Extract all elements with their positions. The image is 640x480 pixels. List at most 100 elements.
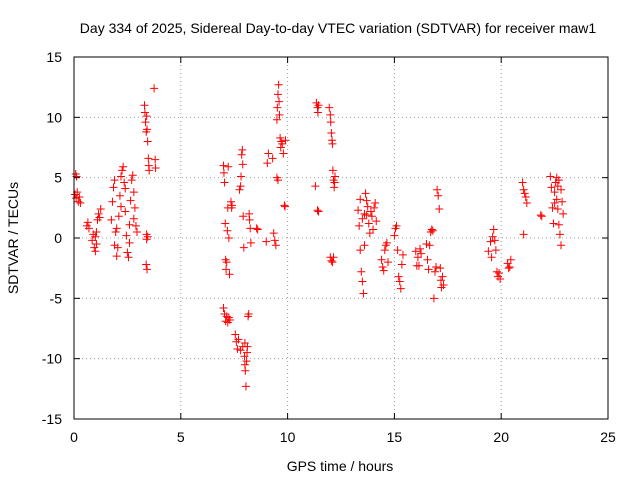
data-point [422,240,431,249]
data-point [219,168,228,177]
data-point [228,201,237,210]
data-point [486,237,495,246]
data-point [241,366,250,375]
grid [74,57,608,419]
data-point [225,270,234,279]
data-point [490,236,499,245]
data-point [114,212,123,221]
data-point [558,197,567,206]
data-point [425,241,434,250]
data-point [326,110,335,119]
data-point [428,226,437,235]
data-point [121,184,130,193]
data-point [487,253,496,262]
data-point [554,176,563,185]
data-point [548,203,557,212]
data-point [118,166,127,175]
data-point [377,255,386,264]
x-tick-label: 15 [387,429,403,445]
data-point [417,249,426,258]
data-point [88,236,97,245]
data-point [396,284,405,293]
data-point [362,196,371,205]
data-point [432,262,441,271]
data-point [83,218,92,227]
y-axis-label: SDTVAR / TECUs [5,182,21,294]
data-point [281,202,290,211]
x-axis-label: GPS time / hours [287,458,394,474]
data-point [328,258,337,267]
data-point [361,189,370,198]
data-point [111,227,120,236]
x-tick-label: 20 [493,429,509,445]
data-point [552,195,561,204]
data-point [325,103,334,112]
data-point [354,206,363,215]
data-point [92,240,101,249]
data-point [245,215,254,224]
data-point [142,112,151,121]
data-point [268,154,277,163]
data-point [127,176,136,185]
data-point [521,192,530,201]
data-point [397,260,406,269]
data-point [121,207,130,216]
data-point [142,235,151,244]
data-point [141,118,150,127]
data-point [74,197,83,206]
data-point [550,188,559,197]
data-point [434,191,443,200]
data-point [331,172,340,181]
chart-title: Day 334 of 2025, Sidereal Day-to-day VTE… [80,20,597,36]
data-point [367,212,376,221]
data-point [224,162,233,171]
data-point [398,250,407,259]
data-point [519,185,528,194]
data-point [328,139,337,148]
y-tick-label: 0 [54,230,62,246]
data-point [436,264,445,273]
data-point [262,237,271,246]
data-point [365,229,374,238]
data-point [140,101,149,110]
data-point [128,171,137,180]
y-tick-label: -10 [42,351,62,367]
x-tick-label: 0 [70,429,78,445]
y-tick-label: 10 [46,109,62,125]
data-point [143,125,152,134]
data-point [90,243,99,252]
data-point [116,202,125,211]
y-tick-label: 15 [46,49,62,65]
data-point [73,188,82,197]
x-tick-labels: 0 5 10 15 20 25 [70,429,616,445]
data-point [226,197,235,206]
data-point [140,108,149,117]
data-point [274,80,283,89]
y-tick-label: -15 [42,411,62,427]
data-point [555,230,564,239]
data-point [359,289,368,298]
data-point [241,382,250,391]
data-point [124,253,133,262]
data-point [238,160,247,169]
data-point [275,110,284,119]
x-tick-label: 10 [280,429,296,445]
data-point [221,317,230,326]
data-point [253,225,262,234]
data-point [238,145,247,154]
data-point [276,133,285,142]
data-point [438,272,447,281]
x-tick-label: 5 [177,429,185,445]
data-point [537,212,546,221]
data-point [503,259,512,268]
data-point [423,255,432,264]
data-point [123,248,132,257]
data-point [84,224,93,233]
y-tick-label: -5 [50,290,63,306]
data-point [115,191,124,200]
data-point [430,267,439,276]
data-point [112,252,121,261]
data-point [246,238,255,247]
data-point [484,247,493,256]
data-point [270,236,279,245]
